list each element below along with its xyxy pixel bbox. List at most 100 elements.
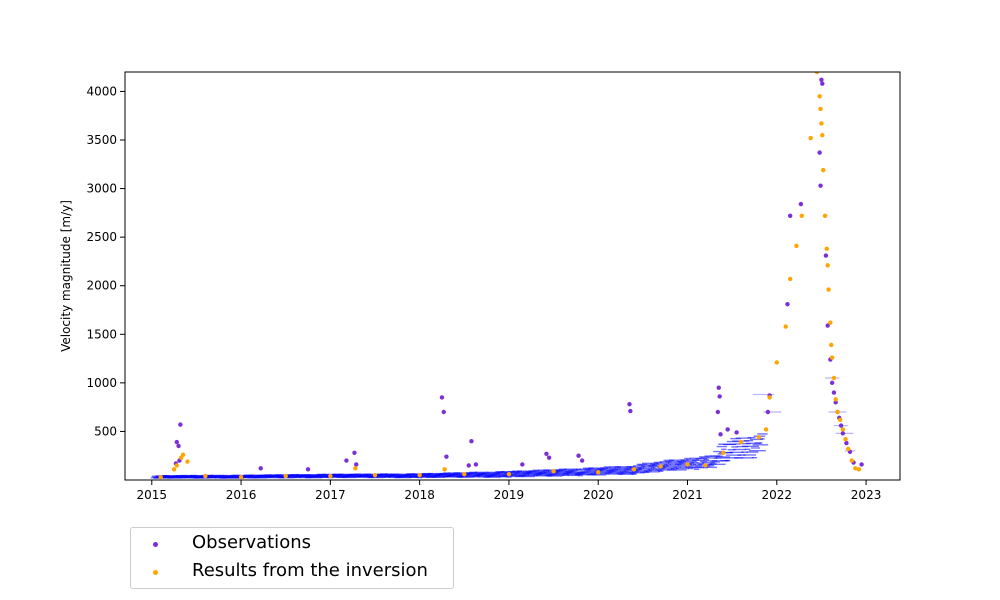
inversion-point	[821, 167, 826, 173]
inversion-point	[506, 471, 512, 477]
y-tick-label: 3500	[86, 133, 117, 147]
x-tick-label: 2023	[851, 488, 882, 502]
x-tick-label: 2021	[672, 488, 703, 502]
inversion-point	[853, 466, 858, 471]
observation-point	[715, 409, 721, 415]
inversion-point	[738, 439, 744, 445]
inversion-point	[824, 246, 829, 251]
inversion-point	[763, 427, 769, 432]
legend-label: Results from the inversion	[192, 560, 428, 581]
observation-point	[546, 455, 552, 460]
inversion-point	[703, 463, 708, 468]
observation-point	[817, 150, 822, 155]
observation-point	[765, 409, 771, 415]
inversion-point	[442, 467, 447, 472]
y-tick-label: 4000	[86, 84, 117, 98]
plot-frame	[124, 71, 901, 481]
inversion-point	[596, 470, 601, 475]
observation-point	[444, 454, 449, 459]
observation-point	[820, 81, 825, 86]
x-tick-label: 2015	[137, 488, 168, 502]
observation-point	[473, 462, 479, 467]
y-tick-label: 1500	[86, 327, 117, 341]
observation-point	[576, 453, 581, 458]
inversion-marker-icon	[153, 570, 158, 575]
inversion-point	[462, 471, 467, 477]
observation-point	[716, 385, 721, 390]
observation-point	[628, 408, 633, 414]
observation-point	[844, 440, 849, 446]
inversion-point	[849, 458, 854, 463]
legend-item-observations: Observations	[131, 530, 453, 558]
inversion-point	[794, 243, 799, 249]
inversion-point	[787, 276, 793, 282]
inversion-point	[631, 467, 637, 472]
observation-point	[829, 380, 835, 386]
inversion-point	[721, 450, 726, 455]
inversion-point	[829, 355, 835, 360]
inversion-point	[856, 467, 862, 472]
y-tick-label: 2000	[86, 279, 117, 293]
inversion-point	[685, 462, 690, 467]
observation-point	[785, 301, 790, 307]
observation-point	[469, 438, 474, 444]
x-tick-label: 2020	[583, 488, 614, 502]
inversion-point	[819, 121, 824, 126]
observation-point	[787, 213, 793, 218]
observation-point	[466, 463, 471, 468]
inversion-point	[180, 452, 186, 457]
inversion-point	[417, 472, 422, 478]
inversion-point	[203, 473, 208, 479]
inversion-point	[185, 459, 190, 464]
x-tick-label: 2019	[494, 488, 525, 502]
legend: Observations Results from the inversion	[130, 527, 454, 589]
inversion-point	[551, 469, 556, 474]
inversion-point	[799, 213, 804, 218]
observation-point	[344, 458, 349, 463]
x-axis: 2015 2016 2017 2018 2019 2020 2021 2022 2023	[137, 480, 882, 502]
inversion-point	[822, 213, 828, 218]
inversion-point	[174, 463, 179, 468]
x-tick-label: 2018	[404, 488, 435, 502]
y-axis-label: Velocity magnitude [m/y]	[59, 200, 73, 352]
observation-point	[831, 390, 837, 395]
inversion-point	[820, 132, 825, 138]
inversion-point	[833, 397, 838, 402]
observation-point	[717, 394, 722, 399]
error-bars	[150, 377, 856, 479]
observation-point	[354, 462, 359, 467]
inversion-point	[353, 466, 358, 471]
inversion-point	[774, 360, 779, 365]
inversion-point	[826, 287, 831, 292]
observations-series	[173, 77, 864, 472]
x-tick-label: 2017	[315, 488, 346, 502]
observation-point	[305, 467, 311, 472]
inversion-point	[840, 427, 846, 432]
observation-point	[825, 323, 830, 328]
observation-point	[439, 395, 445, 400]
inversion-point	[328, 473, 333, 479]
inversion-point	[843, 437, 848, 442]
inversion-point	[829, 342, 834, 348]
legend-label: Observations	[192, 532, 311, 553]
inversion-point	[756, 435, 762, 440]
y-tick-label: 3000	[86, 182, 117, 196]
inversion-point	[818, 106, 823, 112]
inversion-point	[158, 474, 163, 480]
observation-point	[352, 450, 357, 455]
observation-point	[818, 183, 823, 188]
observation-point	[627, 402, 632, 407]
inversion-point	[372, 472, 378, 478]
observation-point	[178, 422, 183, 427]
inversion-point	[825, 263, 830, 268]
y-axis: 500 1000 1500 2000 2500 3000 3500 4000	[86, 84, 125, 438]
observations-marker-icon	[153, 542, 158, 547]
inversion-point	[808, 135, 813, 141]
inversion-point	[767, 395, 772, 400]
inversion-point	[831, 375, 837, 381]
inversion-point	[835, 409, 840, 415]
inversion-series	[158, 72, 862, 480]
observation-point	[859, 462, 864, 467]
observation-point	[544, 451, 549, 456]
inversion-point	[171, 467, 177, 472]
